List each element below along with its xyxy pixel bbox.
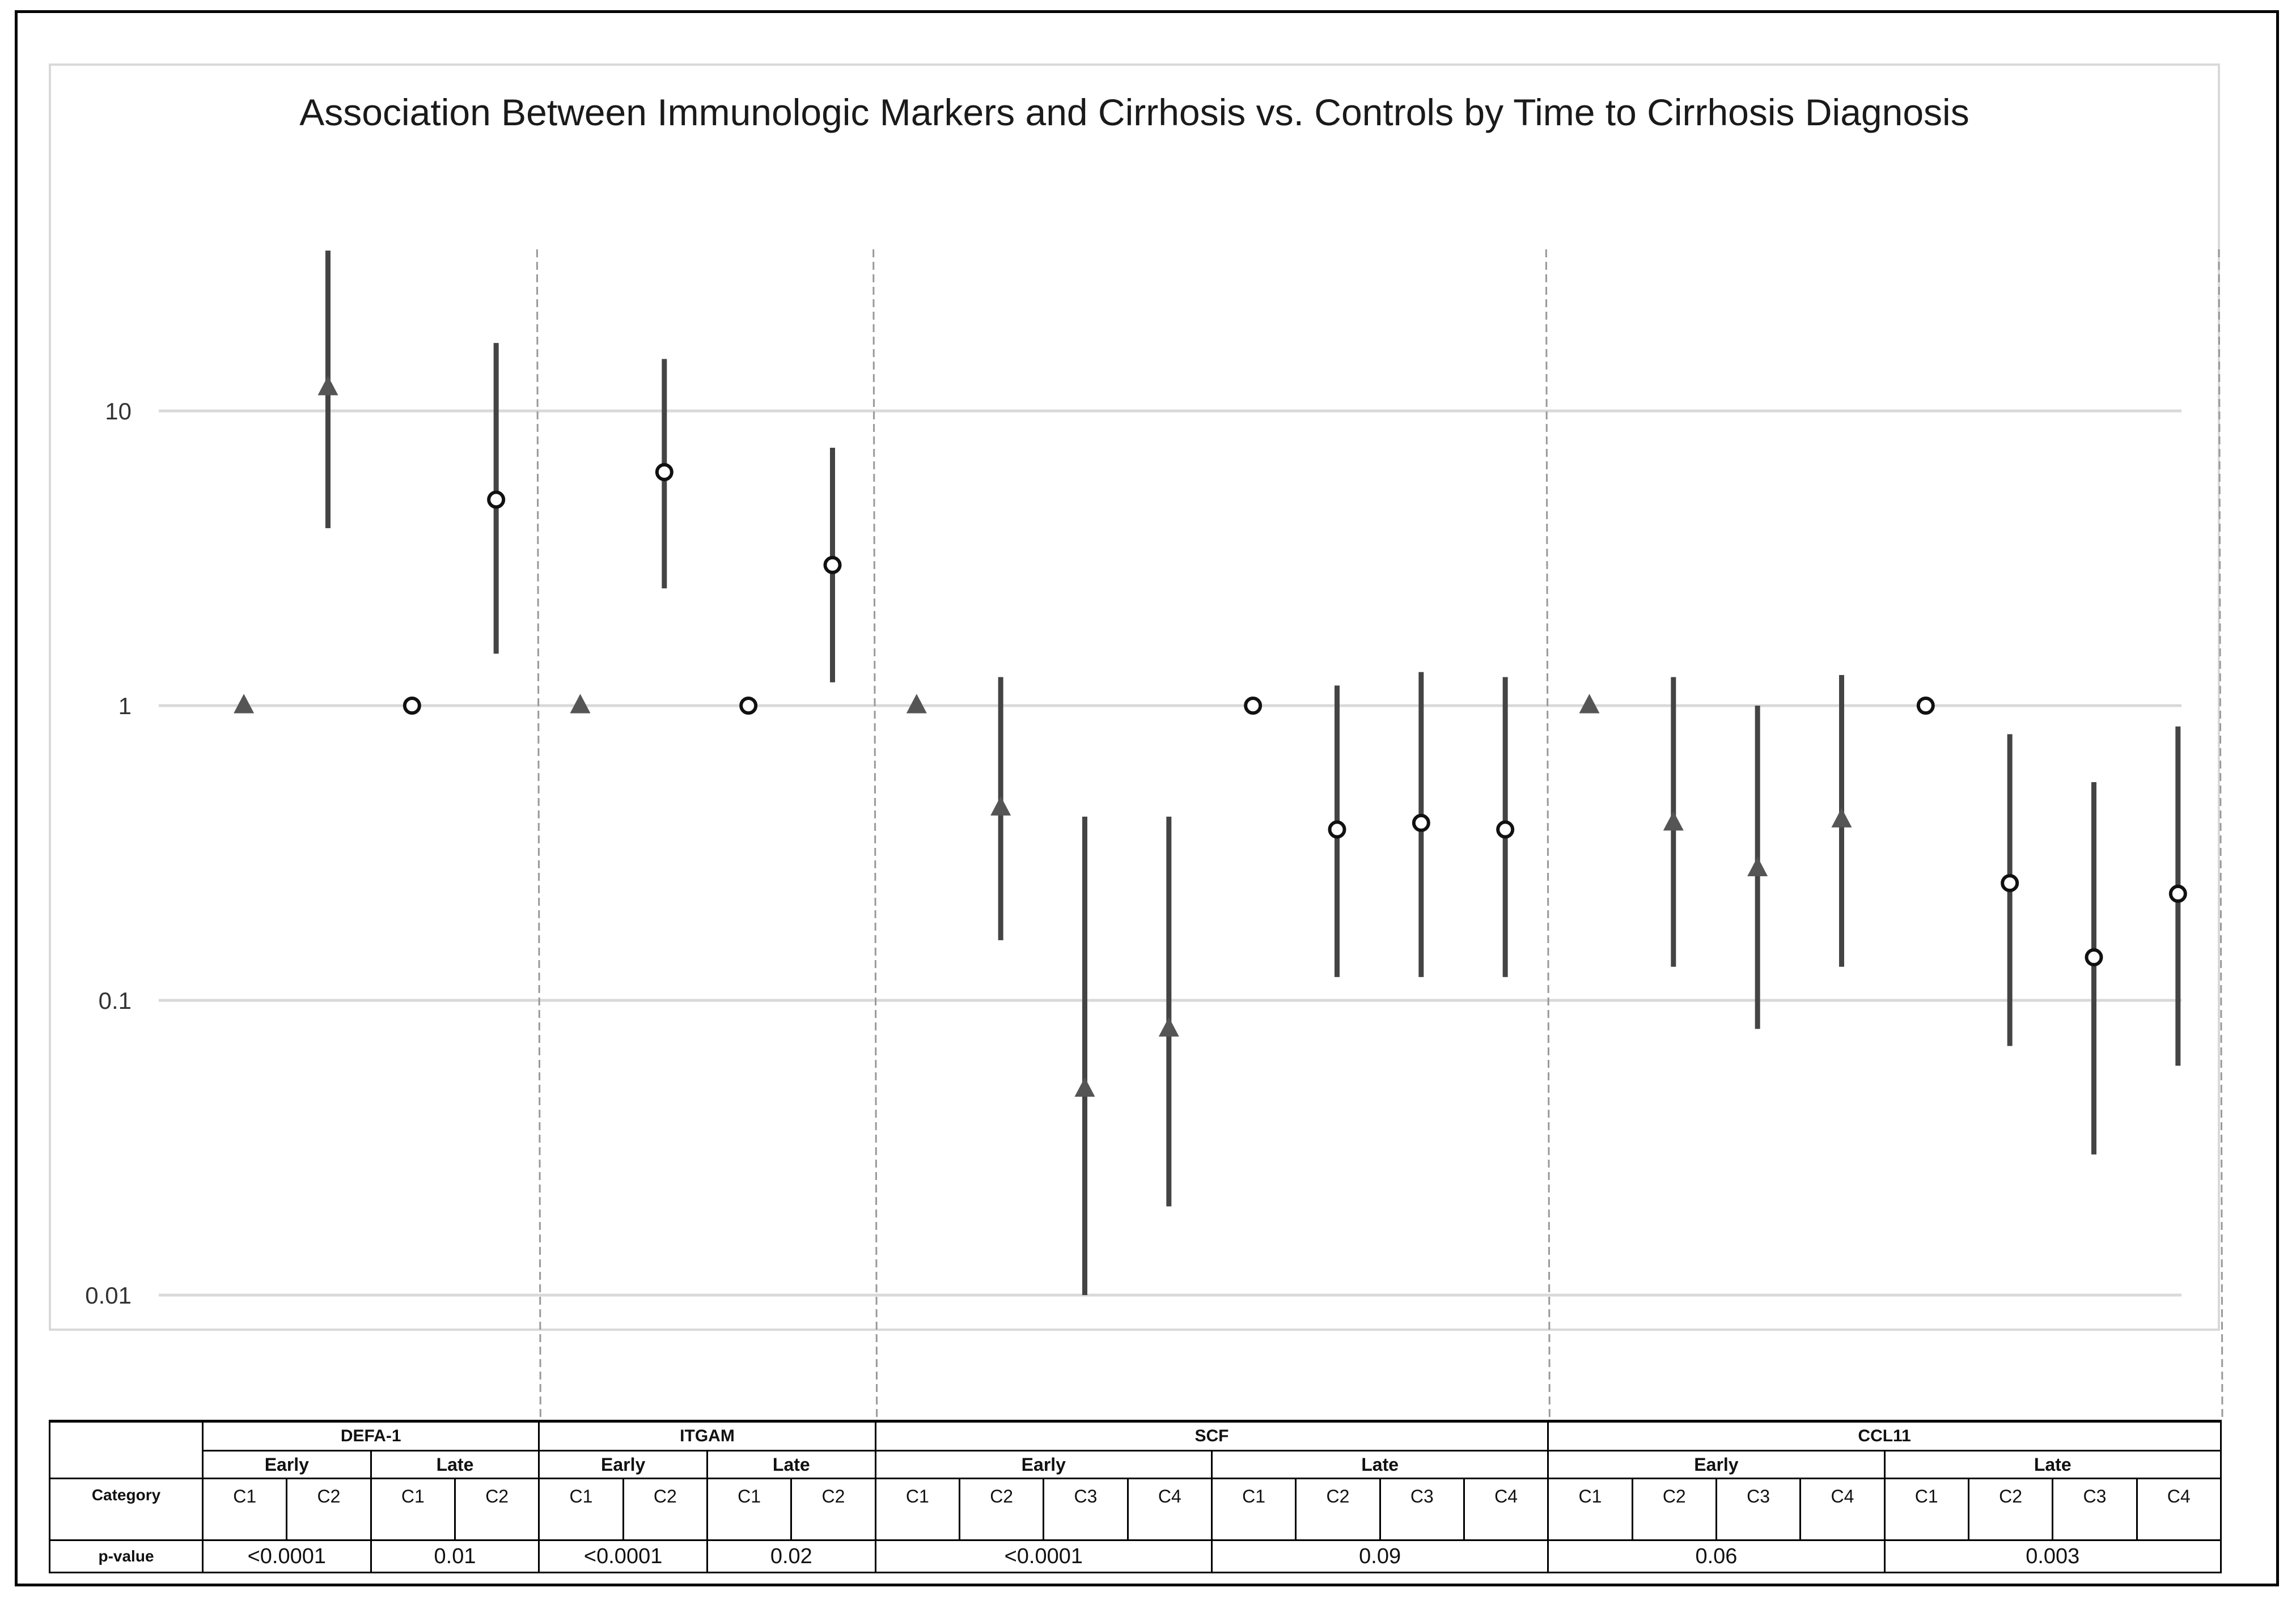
category-cell: C1 bbox=[201, 1478, 288, 1541]
category-cell: C3 bbox=[2052, 1478, 2138, 1541]
category-cell: C3 bbox=[1043, 1478, 1129, 1541]
triangle-point bbox=[1579, 694, 1600, 714]
circle-point bbox=[2001, 874, 2019, 893]
triangle-point bbox=[1074, 1077, 1095, 1097]
time-period-header: Early bbox=[202, 1450, 372, 1479]
circle-point bbox=[2168, 884, 2187, 903]
group-divider bbox=[536, 249, 541, 1417]
category-cell: C2 bbox=[1967, 1478, 2054, 1541]
category-cell: C2 bbox=[958, 1478, 1045, 1541]
group-divider bbox=[2218, 249, 2223, 1417]
time-header-row: Early Late Early Late Early Late Early Late bbox=[50, 1450, 2222, 1479]
pvalue-cell: <0.0001 bbox=[202, 1539, 372, 1573]
category-cell: C2 bbox=[286, 1478, 372, 1541]
category-cell: C2 bbox=[1631, 1478, 1717, 1541]
time-period-header: Late bbox=[370, 1450, 540, 1479]
pvalue-cell: 0.09 bbox=[1210, 1539, 1549, 1573]
circle-point bbox=[2085, 948, 2103, 967]
marker-header-row: DEFA-1 ITGAM SCF CCL11 bbox=[49, 1420, 2222, 1479]
time-period-header: Early bbox=[538, 1450, 708, 1479]
circle-point bbox=[403, 697, 421, 715]
pvalue-cell: 0.02 bbox=[706, 1539, 876, 1573]
y-tick-label: 10 bbox=[105, 398, 132, 425]
time-period-header: Late bbox=[1210, 1450, 1549, 1479]
pvalue-cell: 0.01 bbox=[370, 1539, 540, 1573]
circle-point bbox=[1496, 820, 1515, 839]
triangle-point bbox=[317, 376, 338, 396]
category-cell: C1 bbox=[1883, 1478, 1969, 1541]
plot-area-frame bbox=[49, 63, 2220, 1331]
y-tick-label: 0.01 bbox=[85, 1282, 132, 1309]
marker-group-header: DEFA-1 bbox=[201, 1420, 540, 1452]
y-tick-label: 0.1 bbox=[99, 987, 132, 1014]
category-cell: C3 bbox=[1715, 1478, 1802, 1541]
triangle-point bbox=[1663, 811, 1684, 831]
marker-group-header: CCL11 bbox=[1547, 1420, 2222, 1452]
category-row: Category C1 C2 C1 C2 C1 C2 C1 C2 C1 C2 C3 C4 C1 C2 C3 C4… bbox=[49, 1478, 2222, 1541]
category-cell: C1 bbox=[538, 1478, 624, 1541]
triangle-point bbox=[570, 694, 591, 714]
pvalue-cell: 0.003 bbox=[1883, 1539, 2222, 1573]
triangle-point bbox=[906, 694, 927, 714]
circle-point bbox=[739, 697, 758, 715]
category-cell: C1 bbox=[874, 1478, 960, 1541]
category-row-label: Category bbox=[49, 1478, 204, 1541]
group-dividers bbox=[536, 249, 2223, 1417]
category-cell: C2 bbox=[790, 1478, 876, 1541]
category-cell: C1 bbox=[370, 1478, 456, 1541]
point-estimates bbox=[234, 376, 2187, 1097]
triangle-point bbox=[1158, 1017, 1179, 1037]
time-period-header: Late bbox=[1883, 1450, 2222, 1479]
error-bars bbox=[325, 251, 2181, 1295]
category-cell: C2 bbox=[622, 1478, 708, 1541]
marker-group-header: ITGAM bbox=[538, 1420, 876, 1452]
group-divider bbox=[1545, 249, 1551, 1417]
chart-title: Association Between Immunologic Markers … bbox=[299, 91, 1969, 133]
category-cell: C1 bbox=[706, 1478, 793, 1541]
time-period-header: Late bbox=[706, 1450, 876, 1479]
triangle-point bbox=[234, 694, 255, 714]
marker-group-header: SCF bbox=[874, 1420, 1549, 1452]
pvalue-row: p-value <0.0001 0.01 <0.0001 0.02 <0.0001 0.09… bbox=[49, 1539, 2222, 1573]
pvalue-cell: <0.0001 bbox=[538, 1539, 708, 1573]
circle-point bbox=[1412, 813, 1430, 832]
group-divider bbox=[872, 249, 878, 1417]
circle-point bbox=[1244, 697, 1263, 715]
category-cell: C2 bbox=[454, 1478, 540, 1541]
triangle-point bbox=[1831, 808, 1852, 827]
circle-point bbox=[1916, 697, 1935, 715]
pvalue-row-label: p-value bbox=[49, 1539, 204, 1573]
circle-point bbox=[1328, 820, 1346, 839]
triangle-point bbox=[1747, 856, 1768, 876]
table-corner-blank bbox=[49, 1420, 204, 1479]
pvalue-cell: <0.0001 bbox=[874, 1539, 1213, 1573]
circle-point bbox=[655, 462, 673, 481]
category-cell: C4 bbox=[1463, 1478, 1549, 1541]
category-cell: C1 bbox=[1210, 1478, 1297, 1541]
triangle-point bbox=[990, 796, 1011, 816]
pvalue-cell: 0.06 bbox=[1547, 1539, 1886, 1573]
category-cell: C2 bbox=[1295, 1478, 1381, 1541]
y-tick-label: 1 bbox=[118, 693, 132, 719]
time-period-header: Early bbox=[1547, 1450, 1886, 1479]
y-axis-tick-labels: 10 1 0.1 0.01 bbox=[85, 398, 132, 1309]
category-pvalue-table: DEFA-1 ITGAM SCF CCL11 Early Late Early Late Ear… bbox=[49, 1420, 2222, 1573]
category-cell: C4 bbox=[1799, 1478, 1886, 1541]
category-cell: C4 bbox=[1126, 1478, 1213, 1541]
figure-border bbox=[15, 10, 2279, 1586]
time-period-header: Early bbox=[874, 1450, 1213, 1479]
circle-point bbox=[823, 555, 842, 574]
category-cell: C1 bbox=[1547, 1478, 1633, 1541]
category-cell: C4 bbox=[2136, 1478, 2222, 1541]
category-cell: C3 bbox=[1379, 1478, 1465, 1541]
circle-point bbox=[487, 490, 506, 509]
